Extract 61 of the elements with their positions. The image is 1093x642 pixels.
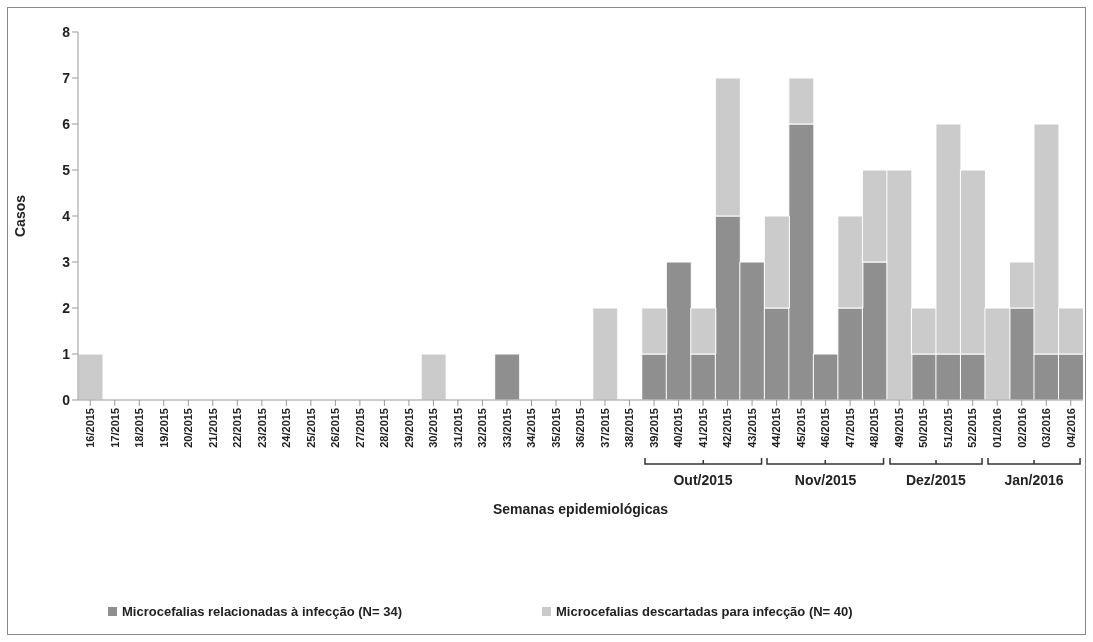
x-tick-label: 41/2015 [696,408,709,448]
x-tick-label: 02/2016 [1015,408,1028,448]
bar [592,307,619,400]
text: Dez/2015 [904,472,967,488]
y-tick-label: 7 [62,69,71,86]
y-tick-label: 6 [62,115,71,132]
x-tick-label: 29/2015 [402,408,415,448]
x-tick-label: 20/2015 [182,408,195,448]
x-tick-label: 24/2015 [280,408,293,448]
x-tick-label: 40/2015 [672,408,685,448]
y-axis-title: Casos [11,194,28,238]
x-tick-label: 35/2015 [549,408,562,448]
x-tick-label: 45/2015 [794,408,807,448]
y-tick-label: 1 [62,345,71,362]
y-tick-label: 8 [62,23,71,40]
x-tick-label: 25/2015 [304,408,317,448]
x-tick-label: 46/2015 [819,408,832,448]
x-tick-label: 23/2015 [255,408,268,448]
x-tick-label: 47/2015 [843,408,856,448]
x-tick-label: 32/2015 [476,408,489,448]
y-tick-label: 4 [62,207,71,224]
x-tick-label: 17/2015 [108,408,121,448]
x-tick-label: 28/2015 [378,408,391,448]
x-tick-label: 18/2015 [133,408,146,448]
y-tick-label: 5 [62,161,71,178]
x-tick-label: 44/2015 [770,408,783,448]
x-axis-title: Semanas epidemiológicas [492,501,669,517]
y-tick-label: 2 [62,299,71,316]
x-tick-label: 33/2015 [500,408,513,448]
legend-label: Microcefalias descartadas para infecção (N= 40) [556,604,853,619]
x-tick-label: 01/2016 [991,408,1004,448]
x-tick-label: 22/2015 [231,408,244,448]
x-tick-label: 03/2016 [1040,408,1053,448]
text: Out/2015 [672,472,734,488]
x-tick-label: 52/2015 [966,408,979,448]
x-tick-label: 21/2015 [206,408,219,448]
x-tick-label: 48/2015 [868,408,881,448]
y-tick-label: 0 [62,391,71,408]
x-tick-label: 31/2015 [451,408,464,448]
x-tick-label: 42/2015 [721,408,734,448]
x-tick-label: 30/2015 [427,408,440,448]
x-tick-label: 39/2015 [647,408,660,448]
x-tick-label: 50/2015 [917,408,930,448]
x-tick-label: 38/2015 [623,408,636,448]
x-tick-label: 27/2015 [353,408,366,448]
legend-label: Microcefalias relacionadas à infecção (N= 34) [122,604,402,619]
text: Jan/2016 [1003,472,1065,488]
x-tick-label: 16/2015 [84,408,97,448]
x-tick-label: 19/2015 [157,408,170,448]
x-tick-label: 26/2015 [329,408,342,448]
bar [77,353,104,400]
x-tick-label: 37/2015 [598,408,611,448]
x-tick-label: 51/2015 [941,408,954,448]
text: Nov/2015 [793,472,858,488]
x-tick-label: 49/2015 [892,408,905,448]
y-tick-label: 3 [62,253,71,270]
x-tick-label: 34/2015 [525,408,538,448]
bar [420,353,447,400]
x-tick-label: 36/2015 [574,408,587,448]
x-tick-label: 04/2016 [1064,408,1077,448]
x-tick-label: 43/2015 [745,408,758,448]
